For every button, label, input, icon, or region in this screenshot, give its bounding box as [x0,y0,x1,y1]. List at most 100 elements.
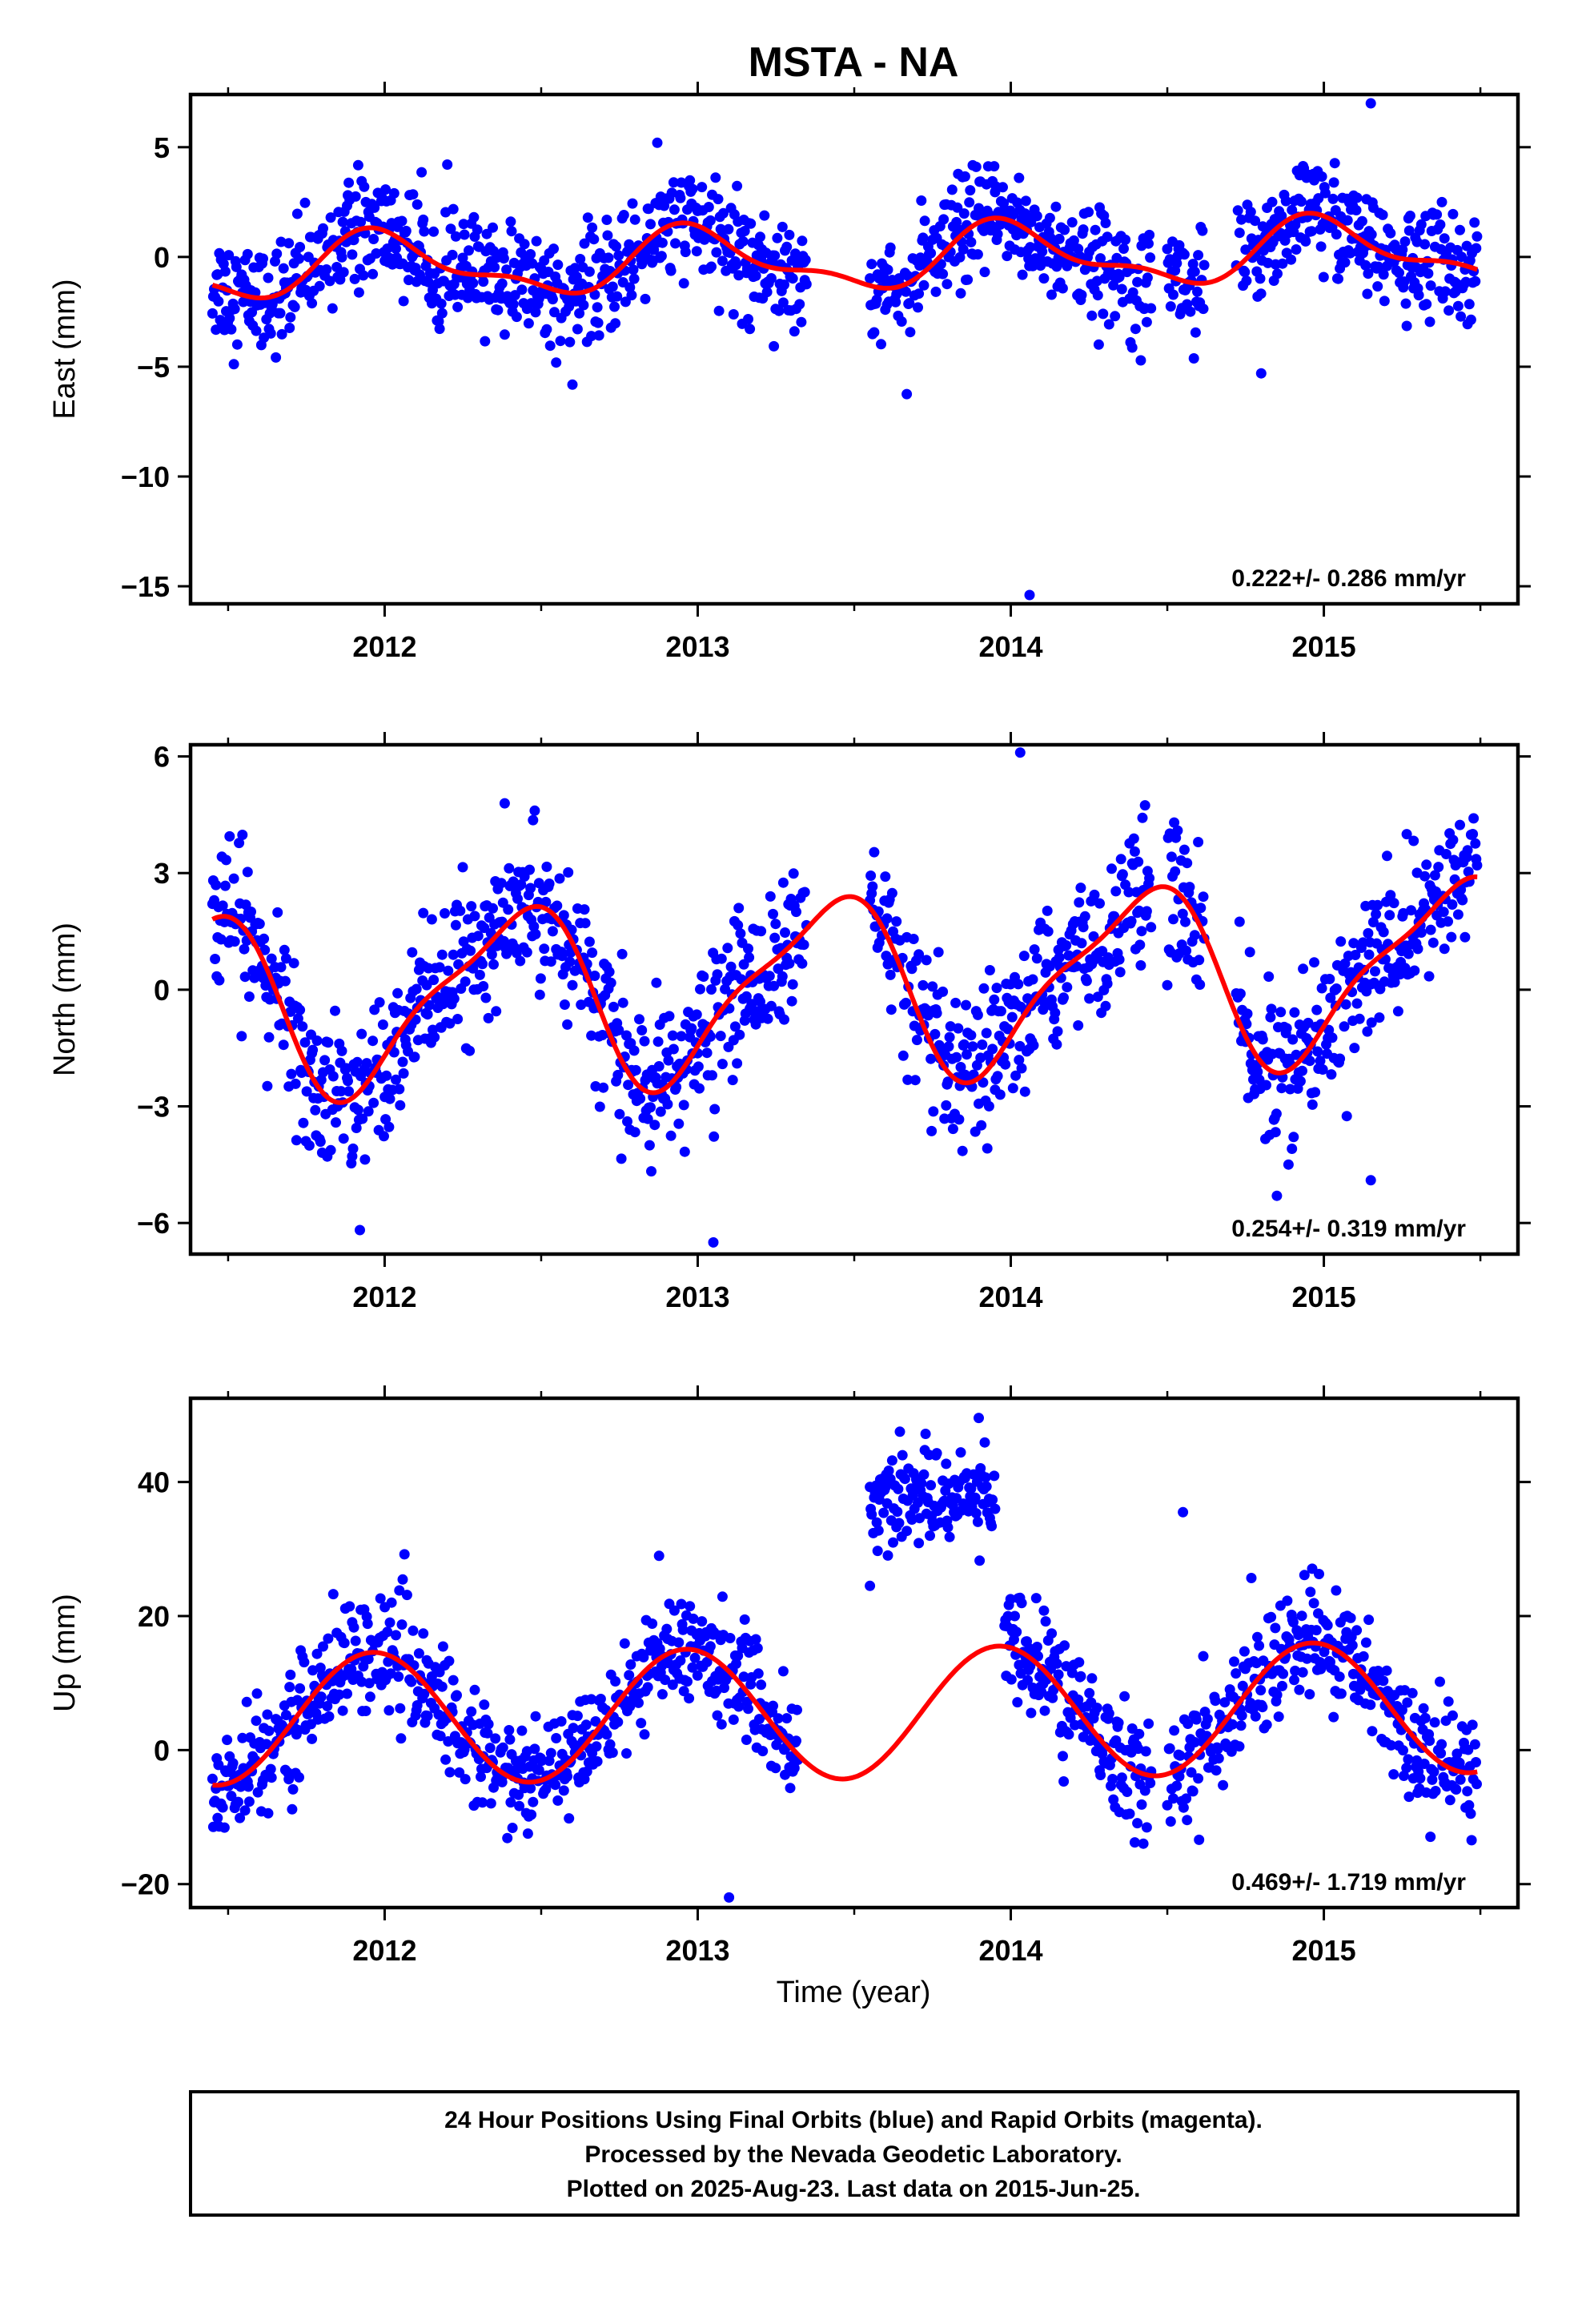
data-point [1063,1729,1074,1740]
data-point [1024,589,1035,601]
data-point [1314,1569,1324,1579]
data-point [1447,208,1459,219]
data-point [1136,926,1147,937]
data-point [221,854,231,866]
data-point [569,263,580,274]
data-point [337,1705,348,1716]
data-point [1181,945,1192,956]
y-tick-label: 20 [138,1600,170,1633]
data-point [978,1077,989,1088]
data-point [707,1070,717,1081]
north-frame [188,742,1520,1256]
data-point [1036,1687,1047,1698]
data-point [920,1429,931,1439]
data-point [1114,271,1125,283]
data-point [397,1574,408,1585]
data-point [1143,238,1154,249]
data-point [1348,938,1359,949]
data-point [1141,906,1152,917]
data-point [297,1021,308,1032]
data-point [539,255,550,266]
data-point [959,171,970,182]
data-point [716,953,727,964]
data-point [497,1742,508,1753]
data-point [678,1686,689,1697]
data-point [1463,866,1474,878]
data-point [284,323,295,333]
data-point [315,1136,326,1148]
data-point [283,238,295,249]
data-point [654,1643,665,1655]
data-point [1062,982,1073,993]
data-point [620,296,631,308]
data-point [564,956,576,967]
data-point [480,336,491,347]
data-point [1030,1593,1042,1604]
data-point [916,1478,927,1489]
data-point [1363,1614,1375,1626]
data-point [544,340,556,352]
data-point [1234,227,1245,239]
data-point [545,956,556,967]
data-point [964,197,975,208]
data-point [1190,327,1201,338]
data-point [727,1075,738,1086]
y-tick-label: 6 [154,741,170,774]
data-point [792,1704,802,1715]
data-point [435,1731,446,1742]
data-point [486,949,497,960]
data-point [360,1706,371,1716]
data-point [324,275,335,287]
data-point [551,357,562,368]
data-point [1165,301,1176,312]
data-point [798,939,809,951]
data-point [547,294,558,305]
data-point [290,1078,301,1089]
data-point [283,1774,295,1785]
data-point [974,1555,986,1566]
data-point [1270,1622,1281,1634]
data-point [1050,201,1062,212]
data-point [540,1783,552,1795]
data-point [323,1633,334,1644]
data-point [897,1449,908,1461]
data-point [391,243,401,254]
data-point [918,1469,930,1480]
data-point [574,308,585,319]
data-point [554,873,565,884]
data-point [673,1637,685,1648]
data-point [705,215,716,226]
data-point [687,1662,698,1673]
data-point [1472,1779,1482,1790]
data-point [1013,979,1024,990]
data-point [1120,234,1131,245]
data-point [938,268,949,279]
data-point [927,981,938,992]
data-point [550,1779,561,1791]
data-point [1297,1065,1307,1076]
data-point [777,971,788,982]
data-point [647,1618,658,1629]
data-point [1331,229,1342,240]
data-point [1278,1668,1289,1679]
north-fit-curve [211,874,1478,1105]
data-point [1356,215,1367,227]
data-point [901,286,911,297]
data-point [429,1031,440,1043]
data-point [1339,1021,1350,1032]
data-point [1051,1658,1062,1669]
east-y-axis-label: East (mm) [48,279,82,419]
data-point [998,182,1008,193]
data-point [331,1117,341,1128]
data-point [904,298,915,309]
data-point [629,214,640,225]
data-point [1443,1696,1454,1707]
data-point [1022,1675,1034,1686]
data-point [1198,891,1209,903]
data-point [655,1106,666,1117]
data-point [716,1719,727,1730]
data-point [1241,1019,1252,1030]
data-point [237,830,248,840]
data-point [1038,1605,1050,1616]
data-point [891,916,902,927]
